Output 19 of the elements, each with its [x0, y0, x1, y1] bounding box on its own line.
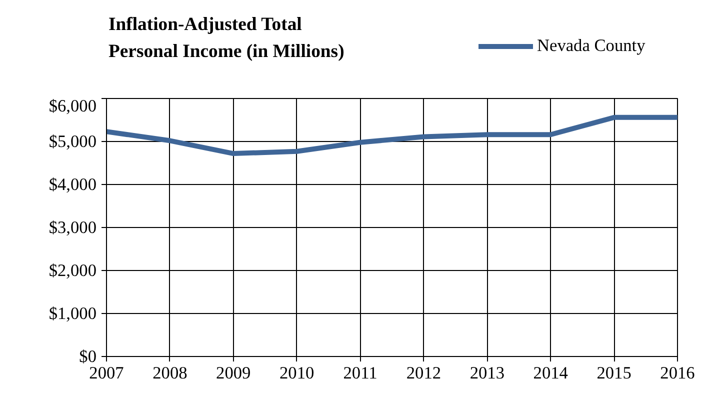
y-tick-label: $3,000: [48, 218, 97, 237]
y-tick-label: $2,000: [48, 261, 97, 280]
x-tick-label: 2007: [89, 364, 124, 382]
y-tick-label: $1,000: [48, 304, 97, 323]
x-tick-label: 2015: [596, 364, 632, 382]
y-tick-label: $4,000: [48, 175, 97, 194]
x-tick-label: 2016: [660, 364, 696, 382]
chart-title: Inflation-Adjusted Total Personal Income (in Millions): [108, 14, 344, 62]
x-tick-label: 2013: [470, 364, 504, 382]
x-tick-label: 2008: [152, 364, 188, 382]
y-tick-label: $0: [79, 347, 96, 366]
x-tick-label: 2009: [216, 364, 251, 382]
legend-label: Nevada County: [537, 36, 646, 56]
x-tick-label: 2010: [280, 364, 314, 382]
x-tick-label: 2014: [533, 364, 568, 382]
x-tick-label: 2012: [406, 364, 442, 382]
y-tick-label: $5,000: [48, 132, 97, 151]
y-tick-label: $6,000: [48, 96, 97, 116]
x-tick-label: 2011: [343, 364, 378, 382]
